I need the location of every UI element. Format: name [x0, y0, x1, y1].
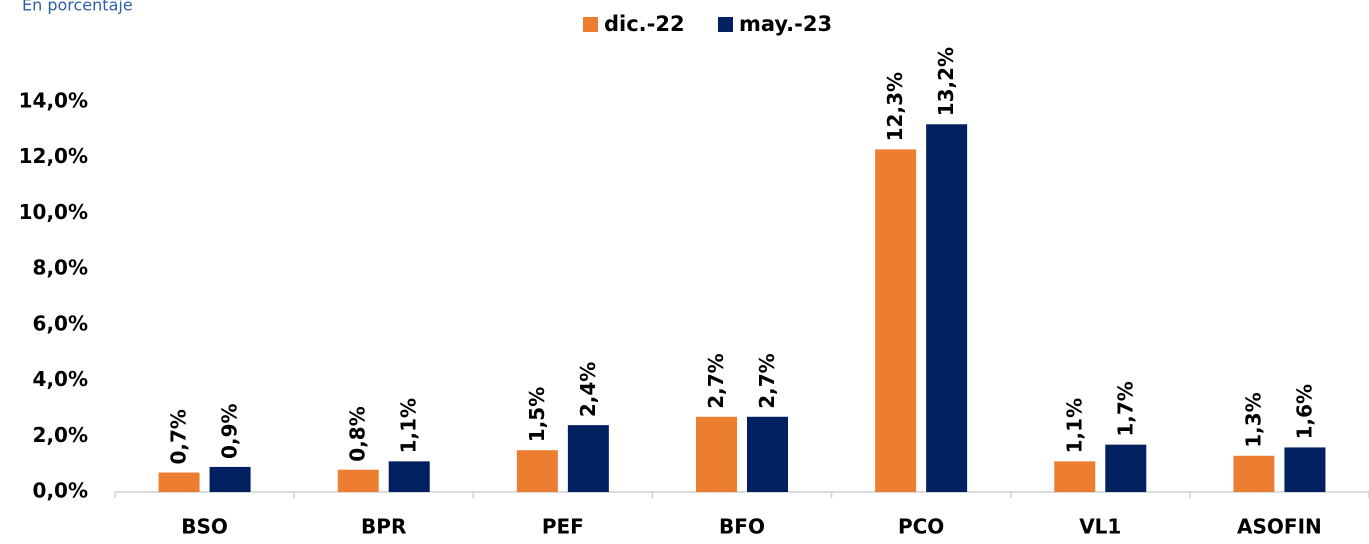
legend-label: dic.-22 [604, 12, 685, 36]
data-label: 0,9% [218, 403, 242, 458]
y-tick-label: 14,0% [19, 89, 88, 113]
y-tick-label: 4,0% [33, 367, 88, 391]
bar [567, 425, 609, 492]
bar [388, 461, 430, 492]
data-label: 0,8% [346, 406, 370, 461]
x-tick-label: VL1 [1079, 515, 1121, 539]
bar [1105, 444, 1147, 492]
data-label: 12,3% [883, 72, 907, 141]
bar [516, 450, 558, 492]
data-label: 0,7% [167, 409, 191, 464]
x-tick-label: BSO [181, 515, 228, 539]
y-tick-label: 8,0% [33, 256, 88, 280]
data-label: 1,3% [1241, 392, 1265, 447]
y-tick-label: 2,0% [33, 423, 88, 447]
bar [1233, 455, 1275, 492]
data-label: 1,6% [1292, 384, 1316, 439]
bar [209, 466, 251, 492]
x-tick-label: BPR [361, 515, 406, 539]
bar [1284, 447, 1326, 492]
data-label: 1,1% [1062, 398, 1086, 453]
bar [875, 149, 917, 492]
y-tick-label: 0,0% [33, 479, 88, 503]
data-label: 1,5% [525, 387, 549, 442]
bar [926, 124, 968, 493]
legend-label: may.-23 [739, 12, 832, 36]
x-tick-label: PCO [898, 515, 944, 539]
data-label: 1,1% [397, 398, 421, 453]
y-tick-label: 10,0% [19, 200, 88, 224]
bar [337, 469, 379, 492]
bar [158, 472, 200, 492]
y-tick-label: 12,0% [19, 144, 88, 168]
y-tick-label: 6,0% [33, 311, 88, 335]
chart-subtitle: En porcentaje [22, 0, 133, 15]
data-label: 2,4% [576, 362, 600, 417]
data-label: 2,7% [755, 353, 779, 408]
data-label: 13,2% [934, 47, 958, 116]
legend-swatch [718, 17, 733, 32]
data-label: 2,7% [704, 353, 728, 408]
x-tick-label: PEF [542, 515, 584, 539]
bar [1054, 461, 1096, 492]
bar [747, 416, 788, 492]
data-label: 1,7% [1113, 381, 1137, 436]
x-tick-label: BFO [719, 515, 765, 539]
bar [696, 416, 737, 492]
legend-swatch [583, 17, 598, 32]
x-tick-label: ASOFIN [1237, 515, 1322, 539]
